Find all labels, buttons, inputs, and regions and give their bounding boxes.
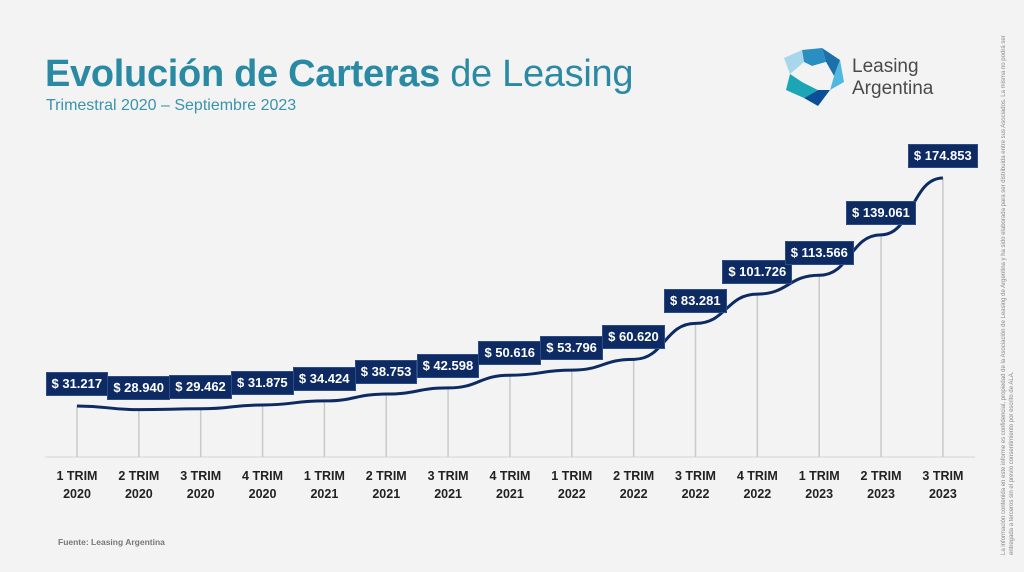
x-axis-label: 1 TRIM 2020 [42,467,112,503]
x-axis-label-line: 1 TRIM [798,469,840,483]
x-axis-label-line: 3 TRIM [922,469,964,483]
x-axis-label-line: 2 TRIM [365,469,407,483]
x-axis-label-line: 2 TRIM [118,469,160,483]
data-label: $ 101.726 [722,260,793,285]
x-axis-label-line: 2 TRIM [860,469,902,483]
page-title: Evolución de Carteras de Leasing [45,52,633,96]
x-axis-label: 4 TRIM 2021 [475,467,545,503]
x-axis-label-line: 2020 [63,487,91,501]
x-axis-label-line: 2023 [805,487,834,501]
data-label: $ 28.940 [107,375,170,400]
x-axis-label-line: 2022 [681,487,710,501]
x-axis-label-line: 2023 [867,487,895,501]
x-axis-label-line: 3 TRIM [427,469,469,483]
page-subtitle: Trimestral 2020 – Septiembre 2023 [46,97,297,114]
title-bold: Evolución de Carteras [45,53,440,95]
x-axis-label-line: 1 TRIM [303,469,345,483]
data-label: $ 31.217 [45,372,109,396]
x-axis-label: 4 TRIM 2022 [722,467,792,503]
data-label: $ 31.875 [231,370,294,395]
x-axis-label-line: 2022 [619,487,648,501]
x-axis-label: 4 TRIM 2020 [228,467,298,503]
data-label: $ 42.598 [416,353,480,378]
x-axis-label: 3 TRIM 2023 [908,467,978,503]
x-axis-label-line: 2 TRIM [613,469,655,483]
series-line [76,176,944,412]
x-axis-label: 3 TRIM 2021 [413,467,483,503]
disclaimer-text: La información contenida en este informe… [1001,35,1015,555]
x-axis-label: 3 TRIM 2022 [661,467,731,503]
data-label: $ 60.620 [602,325,665,350]
data-label: $ 174.853 [907,144,978,168]
x-axis-label-line: 2020 [248,487,277,501]
source-note: Fuente: Leasing Argentina [58,537,165,547]
data-label: $ 34.424 [292,366,356,391]
x-axis-label-line: 2020 [124,487,153,501]
x-axis-label: 2 TRIM 2020 [104,467,174,503]
x-axis-label-line: 2020 [186,487,215,501]
data-label: $ 29.462 [169,374,232,399]
data-label: $ 113.566 [784,241,854,266]
x-axis-label: 2 TRIM 2023 [846,467,916,503]
x-axis-label-line: 2023 [928,487,957,501]
x-axis-label-line: 2021 [310,487,339,501]
x-axis-label-line: 4 TRIM [489,469,531,483]
leasing-argentina-logo: Leasing Argentina [782,46,952,110]
x-axis-label: 1 TRIM 2021 [289,467,359,503]
x-axis-label-line: 2021 [372,487,401,501]
x-axis-label: 2 TRIM 2022 [599,467,669,503]
x-axis-label: 3 TRIM 2020 [166,467,236,503]
x-axis-label-line: 2021 [434,487,462,501]
data-label: $ 50.616 [478,341,542,366]
x-axis-label-line: 4 TRIM [242,469,284,483]
title-regular: de Leasing [439,53,634,95]
logo-star-icon [784,48,844,106]
x-axis-label-line: 3 TRIM [180,469,222,483]
x-axis-label-line: 4 TRIM [736,469,778,483]
x-axis-label-line: 2022 [557,487,586,501]
data-label: $ 53.796 [540,336,603,361]
x-axis-label-line: 1 TRIM [551,469,593,483]
x-axis-label-line: 3 TRIM [675,469,716,483]
logo-text-line1: Leasing [852,56,919,77]
data-label: $ 83.281 [664,289,727,314]
x-axis-label: 1 TRIM 2022 [537,467,607,503]
x-axis-label-line: 2022 [743,487,772,501]
logo-text-line2: Argentina [852,78,934,99]
x-axis-label: 2 TRIM 2021 [351,467,421,503]
data-label: $ 38.753 [354,360,418,385]
x-axis-label-line: 2021 [496,487,524,501]
x-axis-label: 1 TRIM 2023 [784,467,854,503]
x-axis-label-line: 1 TRIM [56,469,98,483]
data-label: $ 139.061 [846,200,916,225]
